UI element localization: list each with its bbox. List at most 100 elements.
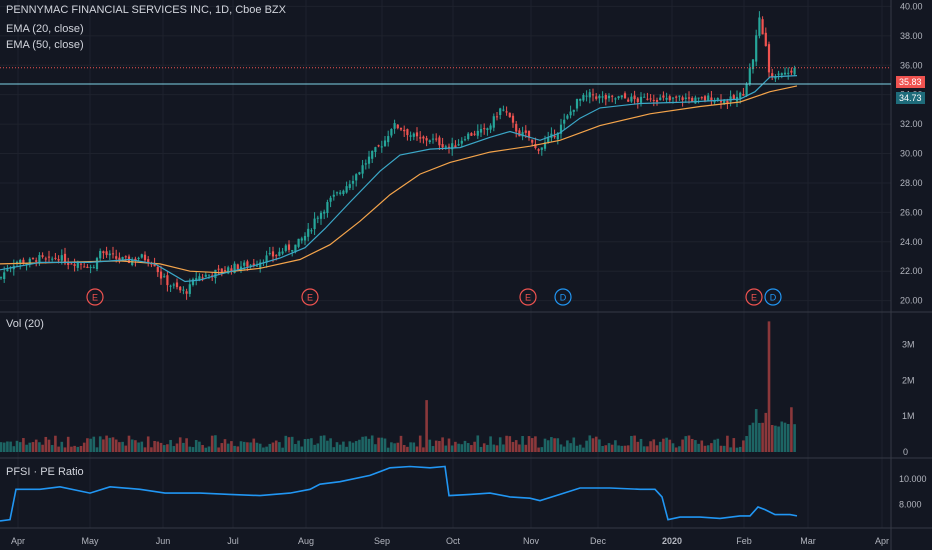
volume-bar [143, 447, 147, 452]
candle [358, 172, 361, 175]
volume-bar [338, 444, 342, 452]
volume-bar [790, 407, 793, 452]
volume-bar [348, 441, 352, 452]
candle [457, 144, 460, 146]
candle [681, 97, 684, 101]
candle [249, 264, 252, 266]
candle [153, 263, 156, 267]
candle [460, 140, 463, 144]
earnings-marker[interactable]: E [301, 288, 319, 306]
volume-bar [108, 437, 112, 452]
volume-bar [6, 441, 9, 452]
volume-bar [258, 443, 262, 452]
ema50-legend[interactable]: EMA (50, close) [6, 39, 84, 51]
volume-bar [233, 445, 236, 452]
volume-bar [2, 442, 6, 452]
volume-bar [620, 445, 624, 452]
candle [431, 138, 435, 140]
volume-bar [22, 438, 25, 452]
candle [284, 245, 287, 251]
volume-bar [454, 441, 457, 452]
candle [495, 116, 499, 118]
event-label: D [770, 293, 777, 303]
event-label: D [560, 293, 567, 303]
candle [755, 35, 758, 62]
volume-bar [578, 444, 582, 452]
earnings-marker[interactable]: E [745, 288, 763, 306]
dividend-marker[interactable]: D [764, 288, 782, 306]
candle [537, 149, 540, 151]
price-tick-label: 20.00 [900, 296, 923, 306]
volume-bar [393, 443, 396, 452]
volume-bar [690, 438, 694, 452]
candle [403, 129, 406, 132]
candle [531, 139, 534, 143]
candle [617, 96, 620, 99]
candle [595, 96, 598, 99]
volume-bar [105, 435, 108, 452]
volume-bar [166, 444, 169, 452]
candle [793, 68, 796, 75]
volume-bar [594, 436, 598, 452]
candle [630, 96, 633, 102]
volume-bar [140, 441, 144, 452]
candle [422, 136, 425, 139]
earnings-marker[interactable]: E [519, 288, 537, 306]
candle [582, 95, 585, 101]
volume-bar [66, 436, 70, 452]
volume-bar [489, 436, 492, 452]
volume-bar [508, 436, 512, 452]
volume-bar [658, 441, 662, 452]
candle [175, 282, 179, 288]
candle [252, 263, 255, 267]
candle [166, 275, 169, 286]
volume-bar [783, 422, 787, 452]
candle [115, 256, 118, 259]
volume-bar [271, 442, 275, 452]
volume-bar [777, 426, 780, 452]
candle [140, 254, 143, 258]
candle [620, 95, 623, 98]
volume-bar [210, 435, 214, 452]
volume-bar [111, 437, 115, 452]
volume-bar [700, 440, 704, 452]
price-tick-label: 40.00 [900, 1, 923, 11]
candle [719, 99, 723, 103]
candle [691, 97, 694, 102]
volume-tick-label: 0 [903, 447, 908, 457]
time-tick-label: Jul [227, 536, 239, 546]
volume-bar [710, 443, 713, 452]
candle [665, 97, 668, 100]
volume-bar [329, 438, 332, 452]
volume-bar [502, 444, 505, 452]
volume-bar [169, 439, 172, 452]
volume-bar [447, 438, 451, 452]
volume-bar [441, 437, 444, 452]
volume-bar [358, 439, 361, 452]
candle [716, 97, 719, 100]
earnings-marker[interactable]: E [86, 288, 104, 306]
candle [259, 262, 262, 268]
pe-ratio-legend[interactable]: PFSI · PE Ratio [6, 466, 84, 478]
volume-bar [598, 439, 601, 452]
candle [73, 264, 76, 266]
volume-bar [623, 445, 627, 452]
candle [89, 266, 92, 268]
volume-bar [306, 438, 310, 452]
volume-bar [146, 436, 150, 452]
candle [239, 266, 243, 270]
candle [220, 268, 223, 273]
volume-bar [684, 436, 688, 452]
candle [713, 100, 716, 103]
ema20-legend[interactable]: EMA (20, close) [6, 23, 84, 35]
volume-bar [137, 442, 140, 452]
candle [159, 271, 163, 279]
dividend-marker[interactable]: D [554, 288, 572, 306]
candle [163, 276, 166, 278]
volume-bar [569, 443, 572, 452]
volume-legend[interactable]: Vol (20) [6, 318, 44, 330]
volume-bar [89, 438, 92, 452]
